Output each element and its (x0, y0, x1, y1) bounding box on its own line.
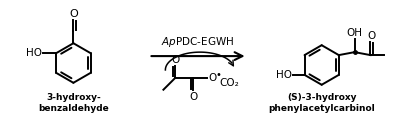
Text: HO: HO (276, 70, 292, 80)
Text: $\it{Ap}$PDC-EGWH: $\it{Ap}$PDC-EGWH (162, 35, 234, 49)
Text: O: O (171, 55, 179, 65)
Text: O: O (367, 31, 376, 41)
Text: O: O (189, 92, 197, 102)
Text: CO₂: CO₂ (220, 78, 240, 88)
Text: O: O (208, 73, 216, 83)
Text: 3-hydroxy-
benzaldehyde: 3-hydroxy- benzaldehyde (38, 93, 109, 113)
Text: (S)-3-hydroxy
phenylacetylcarbinol: (S)-3-hydroxy phenylacetylcarbinol (268, 93, 375, 113)
Text: OH: OH (347, 28, 363, 38)
Text: •: • (216, 70, 222, 80)
Text: O: O (69, 9, 78, 19)
Text: HO: HO (26, 48, 42, 58)
